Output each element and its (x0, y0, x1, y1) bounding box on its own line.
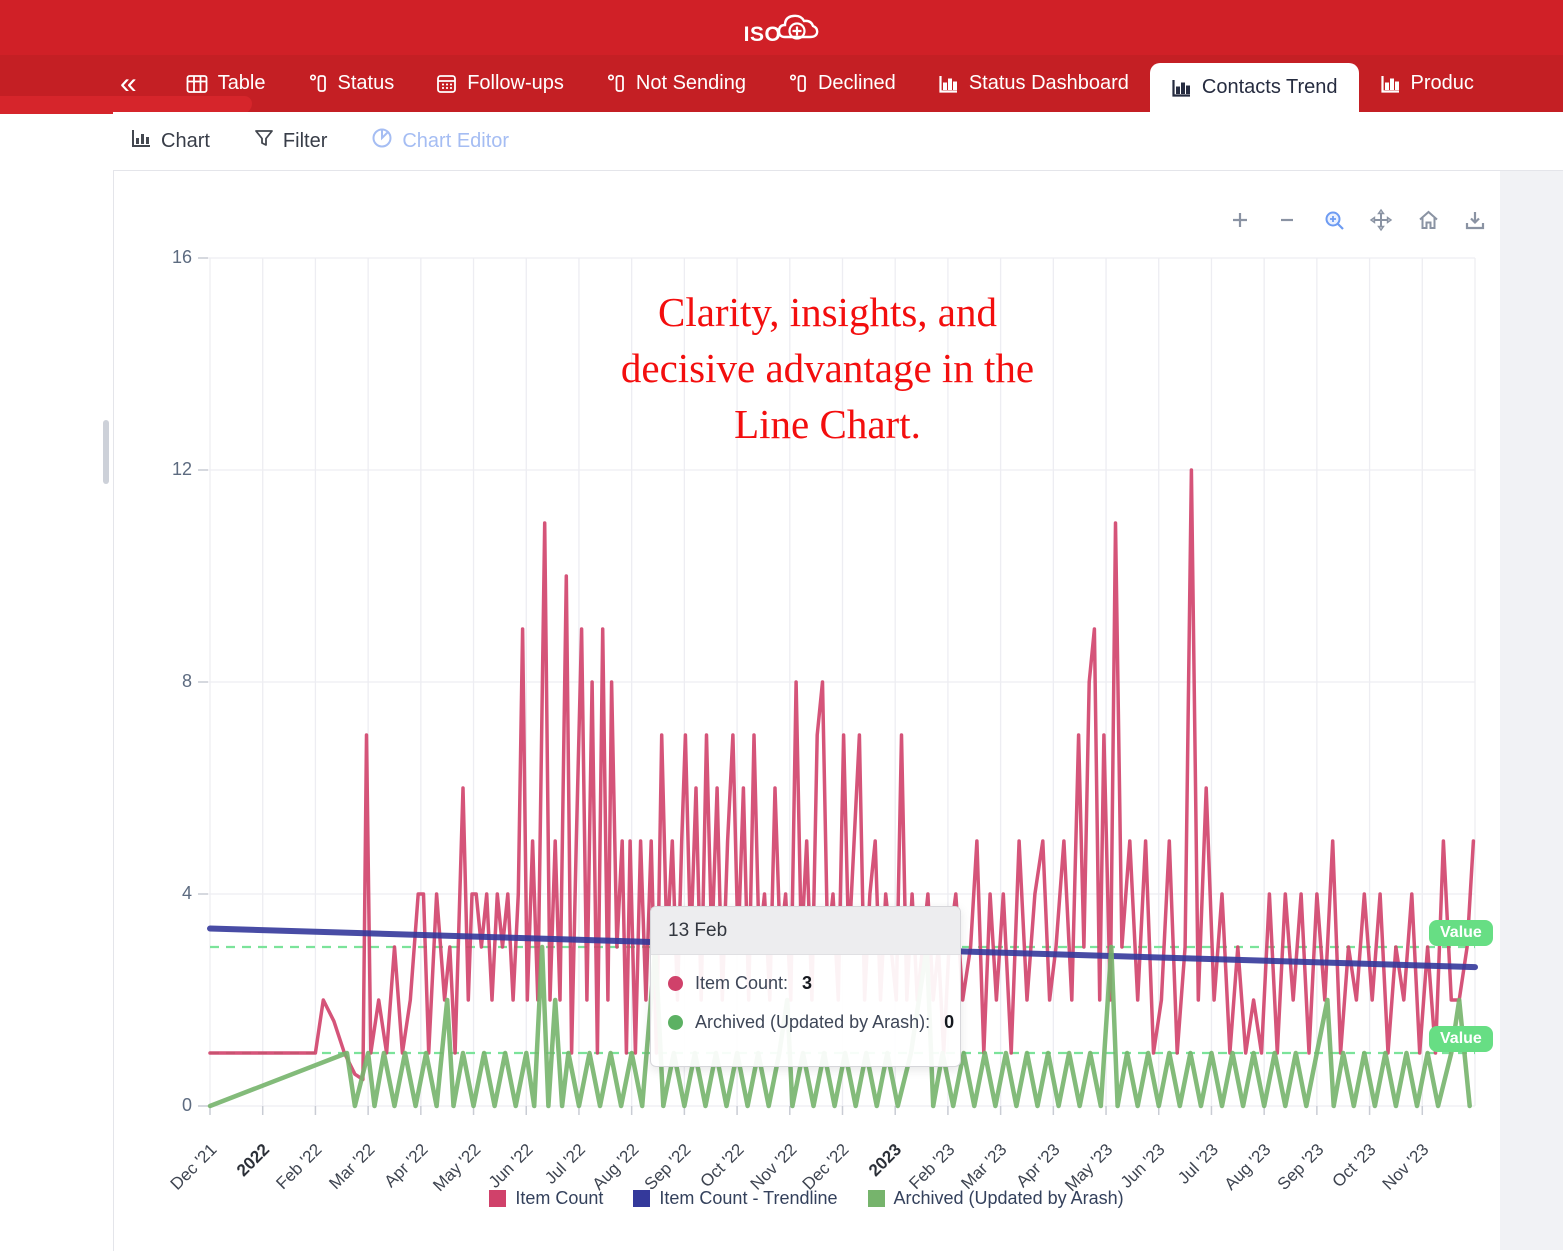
zoom-in-icon[interactable] (1228, 208, 1252, 232)
tab-bar: « Table Status Follow-ups Not Sending Declin… (0, 55, 1563, 112)
kanban-icon (308, 73, 328, 94)
legend-label: Archived (Updated by Arash) (893, 1188, 1124, 1208)
series-dot-icon (668, 976, 683, 991)
y-tick-label: 4 (181, 883, 192, 903)
tab-label: Follow-ups (467, 72, 564, 94)
tab-status-dashboard[interactable]: Status Dashboard (917, 55, 1150, 112)
reset-home-icon[interactable] (1416, 208, 1440, 232)
app-header-bar: ISO (0, 0, 1563, 55)
download-icon[interactable] (1463, 208, 1487, 232)
chart-view-label: Chart (161, 129, 210, 152)
legend-label: Item Count (515, 1188, 604, 1208)
tab-label: Table (217, 72, 266, 94)
pan-icon[interactable] (1369, 208, 1393, 232)
filter-label: Filter (282, 129, 328, 152)
tab-declined[interactable]: Declined (767, 55, 917, 112)
tab-label: Declined (817, 72, 896, 94)
tooltip-value: 0 (944, 1012, 955, 1032)
annotation-line: Clarity, insights, and (658, 289, 997, 335)
chart-editor-label: Chart Editor (402, 129, 510, 152)
calendar-table-icon (436, 74, 457, 94)
bar-chart-icon (1380, 74, 1401, 94)
kanban-icon (788, 73, 808, 94)
legend-item[interactable]: Item Count - Trendline (633, 1188, 838, 1209)
legend-swatch-icon (867, 1190, 885, 1207)
filter-button[interactable]: Filter (254, 128, 327, 154)
y-tick-label: 12 (171, 459, 192, 479)
tab-label: Produc (1410, 72, 1474, 94)
tab-table[interactable]: Table (165, 55, 287, 112)
tab-label: Not Sending (635, 72, 746, 94)
series-dot-icon (668, 1015, 683, 1030)
tab-label: Status Dashboard (968, 72, 1129, 94)
value-annotation-pill[interactable]: Value (1429, 920, 1493, 946)
pie-chart-icon (371, 127, 393, 155)
tooltip-value: 3 (802, 973, 813, 993)
legend-label: Item Count - Trendline (659, 1188, 838, 1208)
value-annotation-pill[interactable]: Value (1429, 1026, 1493, 1052)
box-zoom-icon[interactable] (1322, 208, 1346, 232)
chart-view-button[interactable]: Chart (131, 128, 210, 154)
tab-label: Contacts Trend (1201, 76, 1338, 98)
legend-swatch-icon (633, 1190, 651, 1207)
zoom-out-icon[interactable] (1275, 208, 1299, 232)
legend-item[interactable]: Archived (Updated by Arash) (867, 1188, 1124, 1209)
chart-annotation-text: Clarity, insights, and decisive advantage… (540, 284, 1115, 452)
legend-item[interactable]: Item Count (489, 1188, 603, 1209)
app-logo-text: ISO (743, 23, 782, 46)
chart-editor-button[interactable]: Chart Editor (371, 127, 509, 155)
legend-swatch-icon (489, 1190, 507, 1207)
tooltip-label: Item Count: (695, 973, 789, 993)
y-tick-label: 8 (181, 671, 192, 691)
app-logo: ISO (0, 6, 1563, 50)
tooltip-row: Item Count: 3 (651, 973, 960, 994)
chart-toolbar: Chart Filter Chart Editor (113, 112, 1563, 170)
kanban-icon (606, 73, 626, 94)
cloud-plus-icon (778, 14, 819, 40)
annotation-line: decisive advantage in the (620, 345, 1035, 391)
tab-follow-ups[interactable]: Follow-ups (415, 55, 585, 112)
annotation-line: Line Chart. (734, 401, 921, 447)
vertical-scrollbar[interactable] (103, 420, 109, 484)
y-tick-label: 16 (171, 247, 192, 267)
table-icon (186, 74, 208, 94)
tab-produc[interactable]: Produc (1359, 55, 1495, 112)
hover-tooltip: 13 Feb Item Count: 3 Archived (Updated by … (650, 906, 961, 1067)
tab-contacts-trend[interactable]: Contacts Trend (1149, 63, 1359, 112)
plot-modebar (1228, 208, 1487, 232)
tab-not-sending[interactable]: Not Sending (585, 55, 767, 112)
bar-chart-icon (131, 128, 152, 154)
panel-right-gutter (1500, 171, 1563, 1250)
tab-label: Status (337, 72, 395, 94)
tooltip-date: 13 Feb (651, 907, 960, 955)
bar-chart-icon (1171, 78, 1192, 98)
y-tick-label: 0 (181, 1095, 192, 1115)
tabbar-left-accent (0, 96, 252, 114)
bar-chart-icon (938, 74, 959, 94)
tab-status[interactable]: Status (287, 55, 416, 112)
collapse-sidebar-button[interactable]: « (120, 67, 137, 100)
tooltip-row: Archived (Updated by Arash): 0 (651, 1012, 960, 1033)
tooltip-label: Archived (Updated by Arash): (695, 1012, 931, 1032)
chart-legend: Item Count Item Count - Trendline Archived… (113, 1188, 1500, 1209)
funnel-icon (254, 128, 274, 154)
